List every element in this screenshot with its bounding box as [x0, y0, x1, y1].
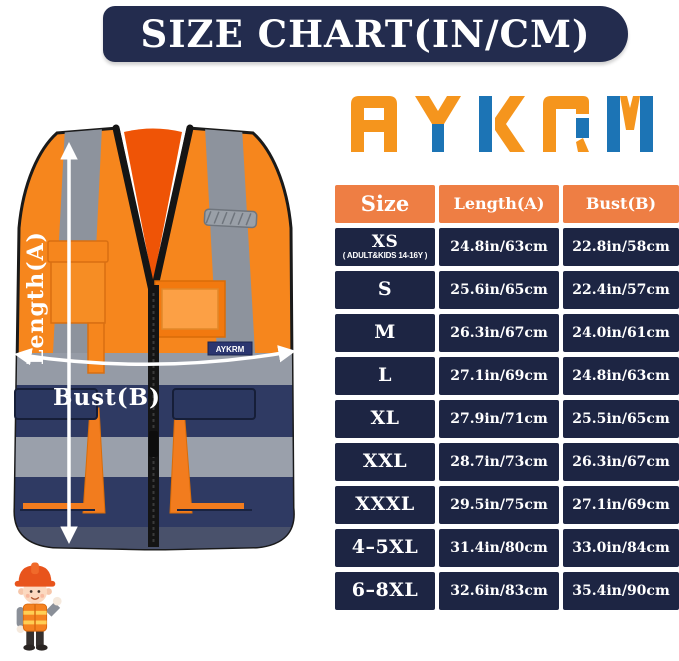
vest-brand-label-text: AYKRM: [216, 345, 245, 354]
size-label: XS: [371, 231, 399, 252]
bust-cell: 27.1in/69cm: [563, 486, 679, 524]
lower-reflective-band: [14, 437, 294, 477]
column-header-bust: Bust(B): [563, 185, 679, 223]
size-cell: XL: [335, 400, 435, 438]
mesh-strip: [203, 208, 258, 229]
length-cell: 24.8in/63cm: [439, 228, 559, 266]
vest-illustration: AYKRM Length(A) Bust(B): [13, 124, 296, 551]
worker-mascot-icon: [14, 562, 62, 651]
size-cell: L: [335, 357, 435, 395]
length-cell: 28.7in/73cm: [439, 443, 559, 481]
size-cell-xs: XS ( ADULT&KIDS 14-16Y ): [335, 228, 435, 266]
length-cell: 29.5in/75cm: [439, 486, 559, 524]
bust-cell: 24.8in/63cm: [563, 357, 679, 395]
size-cell: 4–5XL: [335, 529, 435, 567]
length-cell: 27.1in/69cm: [439, 357, 559, 395]
size-cell: M: [335, 314, 435, 352]
length-cell: 25.6in/65cm: [439, 271, 559, 309]
length-cell: 32.6in/83cm: [439, 572, 559, 610]
bust-cell: 22.8in/58cm: [563, 228, 679, 266]
length-cell: 26.3in/67cm: [439, 314, 559, 352]
bust-cell: 22.4in/57cm: [563, 271, 679, 309]
brand-logo-icon: [351, 96, 653, 152]
bust-arrow: [14, 345, 296, 367]
column-header-size: Size: [335, 185, 435, 223]
id-pocket: [154, 280, 226, 338]
length-arrow-label: Length(A): [23, 231, 49, 365]
bust-cell: 24.0in/61cm: [563, 314, 679, 352]
brand-logo: AYKRM: [350, 95, 662, 153]
bust-cell: 25.5in/65cm: [563, 400, 679, 438]
title-banner: SIZE CHART(IN/CM): [103, 6, 628, 62]
vest-brand-label: AYKRM: [207, 341, 253, 356]
page-title: SIZE CHART(IN/CM): [140, 12, 591, 56]
bust-cell: 35.4in/90cm: [563, 572, 679, 610]
bust-arrow-label: Bust(B): [53, 384, 161, 411]
size-table: Size Length(A) Bust(B) XS ( ADULT&KIDS 1…: [335, 185, 679, 610]
column-header-length: Length(A): [439, 185, 559, 223]
bust-cell: 26.3in/67cm: [563, 443, 679, 481]
length-cell: 27.9in/71cm: [439, 400, 559, 438]
size-cell: S: [335, 271, 435, 309]
bust-cell: 33.0in/84cm: [563, 529, 679, 567]
size-note: ( ADULT&KIDS 14-16Y ): [342, 250, 428, 260]
neck-inner-panel: [124, 128, 182, 283]
size-cell: XXXL: [335, 486, 435, 524]
size-cell: XXL: [335, 443, 435, 481]
size-cell: 6–8XL: [335, 572, 435, 610]
right-pocket-flap: [172, 388, 256, 420]
length-cell: 31.4in/80cm: [439, 529, 559, 567]
